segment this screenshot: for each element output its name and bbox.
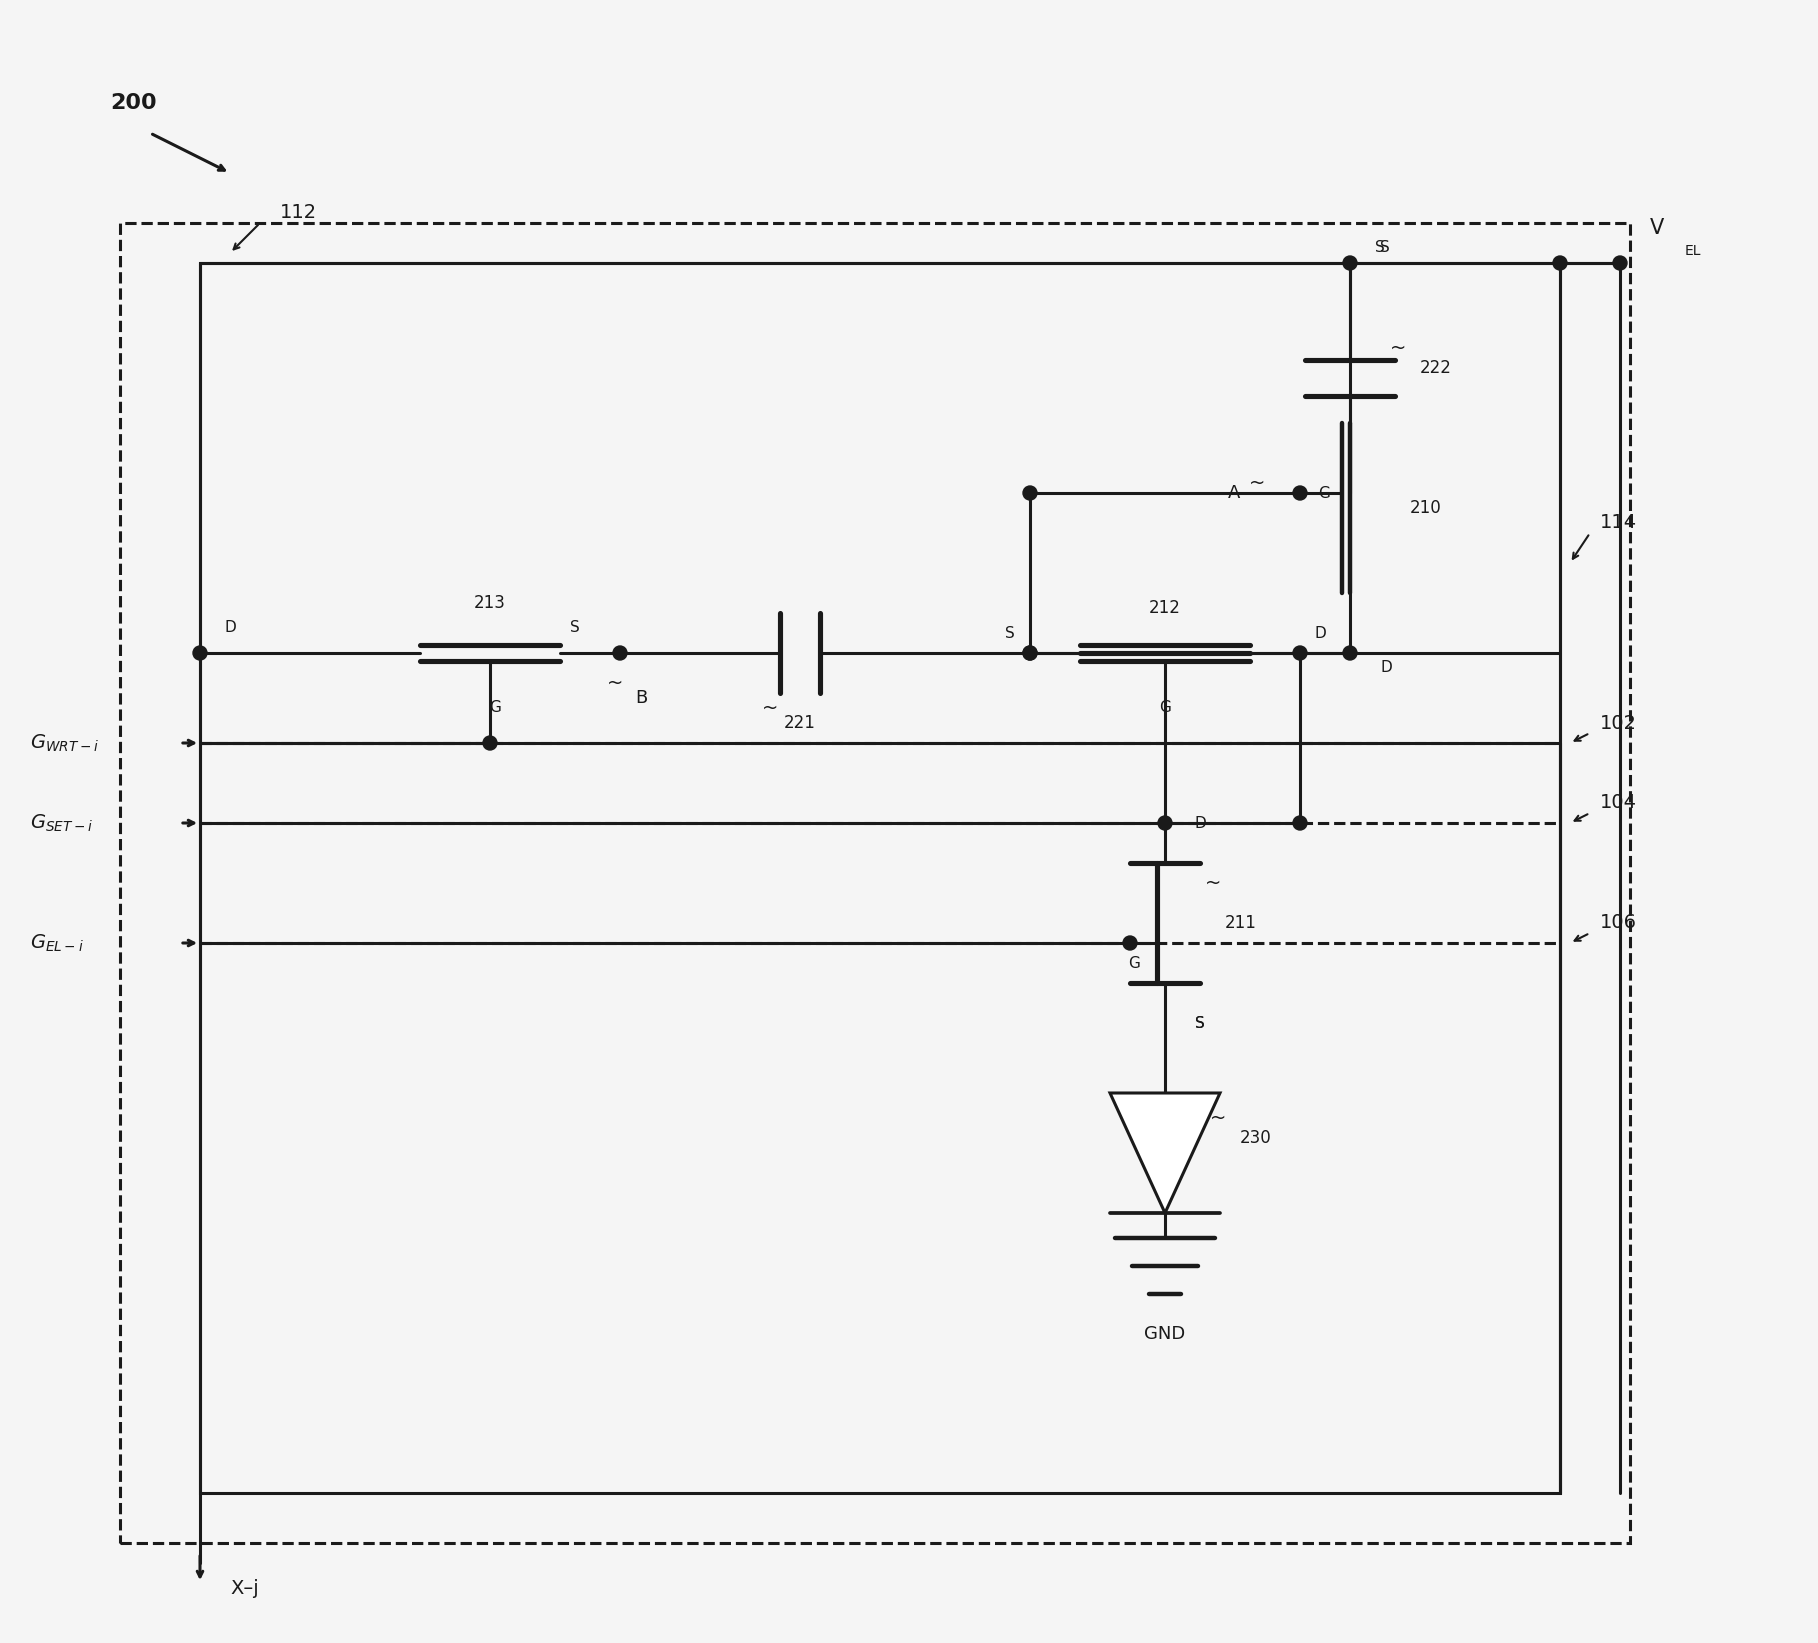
Text: S: S (1194, 1015, 1205, 1030)
Text: D: D (225, 621, 236, 636)
Text: D: D (1194, 815, 1207, 830)
Text: G: G (489, 700, 502, 715)
Text: ~: ~ (762, 698, 778, 718)
Text: 212: 212 (1149, 600, 1182, 618)
Circle shape (1124, 937, 1136, 950)
Text: 221: 221 (784, 715, 816, 733)
Text: 230: 230 (1240, 1129, 1273, 1147)
Circle shape (1613, 256, 1627, 269)
Text: B: B (634, 688, 647, 706)
Text: EL: EL (1685, 245, 1702, 258)
Text: $G_{SET-i}$: $G_{SET-i}$ (31, 812, 93, 833)
Text: 200: 200 (111, 94, 156, 113)
Text: $G_{WRT-i}$: $G_{WRT-i}$ (31, 733, 98, 754)
Text: 213: 213 (474, 595, 505, 611)
Text: D: D (1314, 626, 1327, 641)
Text: GND: GND (1144, 1324, 1185, 1342)
Circle shape (1344, 646, 1356, 660)
Text: ~: ~ (607, 674, 624, 692)
Text: 210: 210 (1411, 499, 1442, 518)
Circle shape (1293, 646, 1307, 660)
Bar (200, 263, 1560, 1493)
Bar (120, 223, 1631, 1543)
Text: S: S (1380, 240, 1389, 256)
Text: S: S (1374, 240, 1385, 256)
Text: ~: ~ (1205, 874, 1222, 892)
Text: 211: 211 (1225, 914, 1256, 932)
Circle shape (1293, 817, 1307, 830)
Circle shape (193, 646, 207, 660)
Polygon shape (1111, 1093, 1220, 1213)
Text: D: D (1380, 660, 1393, 675)
Text: G: G (1160, 700, 1171, 715)
Text: G: G (1318, 485, 1331, 501)
Text: 222: 222 (1420, 360, 1453, 376)
Circle shape (484, 736, 496, 749)
Text: S: S (571, 621, 580, 636)
Circle shape (613, 646, 627, 660)
Text: $G_{EL-i}$: $G_{EL-i}$ (31, 932, 84, 953)
Text: 102: 102 (1600, 713, 1636, 733)
Text: 114: 114 (1600, 514, 1638, 532)
Text: V: V (1651, 219, 1663, 238)
Circle shape (1553, 256, 1567, 269)
Circle shape (1024, 646, 1036, 660)
Text: ~: ~ (1211, 1109, 1227, 1127)
Text: 106: 106 (1600, 914, 1636, 933)
Text: S: S (1194, 1015, 1205, 1030)
Circle shape (1293, 486, 1307, 499)
Circle shape (1344, 256, 1356, 269)
Text: A: A (1227, 485, 1240, 503)
Text: ~: ~ (1391, 338, 1407, 358)
Text: ~: ~ (1249, 473, 1265, 493)
Text: S: S (1005, 626, 1014, 641)
Circle shape (1024, 646, 1036, 660)
Circle shape (1158, 817, 1173, 830)
Text: 104: 104 (1600, 794, 1636, 813)
Text: G: G (1129, 956, 1140, 971)
Text: X–j: X–j (231, 1579, 258, 1597)
Circle shape (1024, 486, 1036, 499)
Text: 112: 112 (280, 204, 316, 222)
